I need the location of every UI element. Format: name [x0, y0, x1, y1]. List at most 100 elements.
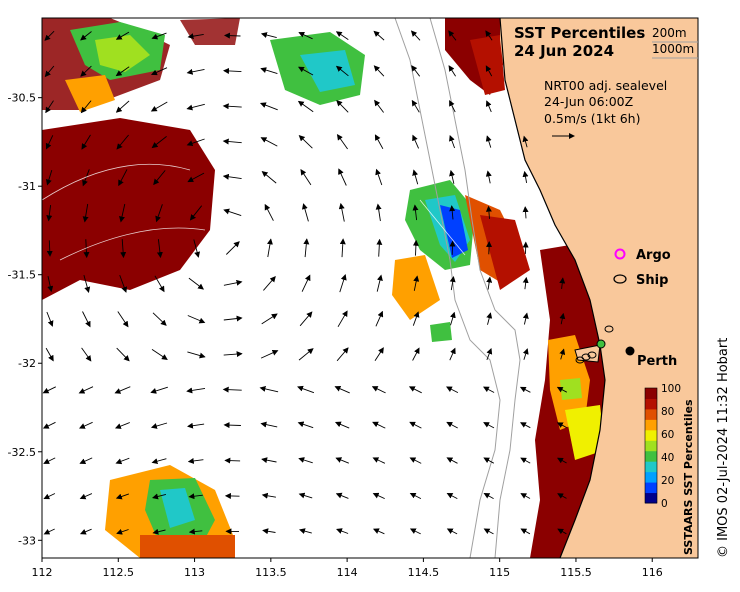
- current-arrow: [520, 493, 531, 499]
- current-arrow: [334, 385, 350, 394]
- current-arrow: [150, 386, 168, 394]
- current-arrow: [339, 238, 346, 258]
- current-arrow: [338, 168, 347, 186]
- current-arrow: [336, 347, 349, 362]
- current-arrow: [150, 101, 168, 112]
- argo-marker: [614, 248, 626, 260]
- x-tick-label: 113.5: [255, 566, 287, 579]
- current-arrow: [222, 173, 242, 180]
- current-arrow: [79, 528, 92, 535]
- depth-contours: [394, 18, 521, 558]
- sst-patch-dark-top-coast: [470, 35, 505, 95]
- current-arrow: [557, 457, 567, 464]
- current-arrow: [413, 275, 420, 291]
- current-arrow: [486, 347, 493, 361]
- current-arrow: [80, 65, 92, 77]
- colorbar-swatch: [645, 461, 657, 473]
- y-tick-label: -32.5: [8, 446, 36, 459]
- colorbar-swatch: [645, 471, 657, 483]
- current-arrow: [449, 100, 456, 113]
- current-arrow: [336, 133, 348, 150]
- current-arrow: [115, 31, 130, 40]
- current-arrow: [224, 457, 241, 464]
- current-scale: 0.5m/s (1kt 6h): [544, 111, 640, 126]
- current-arrow: [151, 349, 168, 360]
- current-arrow: [485, 170, 492, 184]
- current-arrow: [412, 311, 420, 326]
- sst-patch-red-bottom: [140, 535, 235, 558]
- streamline: [419, 199, 466, 256]
- perth-marker: [625, 346, 635, 356]
- current-arrow: [45, 169, 53, 186]
- current-arrow: [485, 100, 492, 113]
- sst-patch-teal-top-mid: [300, 50, 355, 92]
- current-arrow: [150, 67, 168, 76]
- colorbar-swatch: [645, 398, 657, 410]
- current-arrow: [336, 528, 349, 534]
- current-arrow: [412, 347, 420, 361]
- colorbar-swatch: [645, 429, 657, 441]
- colorbar-swatch: [645, 419, 657, 431]
- current-arrow: [186, 103, 205, 111]
- colorbar: 0 20 40 60 80 100: [644, 383, 681, 510]
- current-arrow: [446, 421, 458, 429]
- current-arrow: [225, 241, 240, 255]
- current-arrow: [187, 33, 204, 40]
- current-arrow: [151, 136, 167, 149]
- current-arrow: [261, 313, 278, 325]
- current-arrow: [260, 350, 279, 359]
- current-arrow: [557, 528, 567, 535]
- current-arrow: [223, 315, 243, 322]
- current-arrow: [483, 493, 494, 499]
- current-arrow: [303, 238, 310, 258]
- current-arrow: [559, 312, 566, 325]
- current-arrow: [485, 135, 492, 148]
- current-arrow: [375, 203, 382, 222]
- current-arrow: [372, 492, 385, 500]
- colorbar-tick-label: 40: [661, 452, 674, 464]
- current-arrow: [298, 135, 313, 149]
- current-arrow: [187, 457, 204, 464]
- current-arrow: [260, 32, 277, 39]
- current-arrows: [42, 30, 568, 535]
- current-arrow: [80, 31, 92, 41]
- sst-patch-teal-bottom: [160, 488, 195, 528]
- x-tick-label: 113: [184, 566, 205, 579]
- colorbar-swatch: [645, 388, 657, 399]
- current-arrow: [372, 528, 385, 535]
- current-arrow: [187, 172, 205, 183]
- colorbar-swatch: [645, 450, 657, 462]
- current-arrow: [82, 203, 89, 223]
- colorbar-swatch: [645, 492, 657, 504]
- current-arrow: [80, 100, 92, 114]
- current-arrow: [371, 386, 386, 394]
- current-arrow: [449, 311, 456, 326]
- x-tick-label: 116: [642, 566, 663, 579]
- depth-label-200m: 200m: [652, 26, 687, 40]
- contour-1000m: [394, 18, 501, 558]
- current-arrow: [522, 312, 529, 325]
- streamline: [59, 227, 206, 261]
- current-arrow: [335, 457, 349, 464]
- current-arrow: [152, 493, 167, 500]
- depth-label-1000m: 1000m: [652, 42, 694, 56]
- current-arrow: [297, 100, 314, 113]
- y-tick-label: -31.5: [8, 269, 36, 282]
- current-arrow: [374, 347, 384, 362]
- ship-position: [581, 353, 591, 361]
- current-arrow: [559, 277, 566, 289]
- current-arrow: [556, 386, 568, 393]
- ship-track: [575, 325, 614, 364]
- current-arrow: [409, 492, 422, 500]
- imos-credit: © IMOS 02-Jul-2024 11:32 Hobart: [716, 338, 731, 558]
- current-arrow: [374, 134, 384, 150]
- current-arrow: [408, 386, 422, 394]
- sst-patch-blue-central: [440, 205, 468, 258]
- current-arrow: [300, 168, 312, 186]
- current-arrow: [337, 310, 348, 328]
- sst-patch-orange-top-left: [65, 75, 115, 112]
- current-arrow: [44, 65, 55, 78]
- current-arrow: [44, 30, 55, 41]
- current-arrow: [522, 276, 529, 290]
- current-arrow: [155, 204, 163, 223]
